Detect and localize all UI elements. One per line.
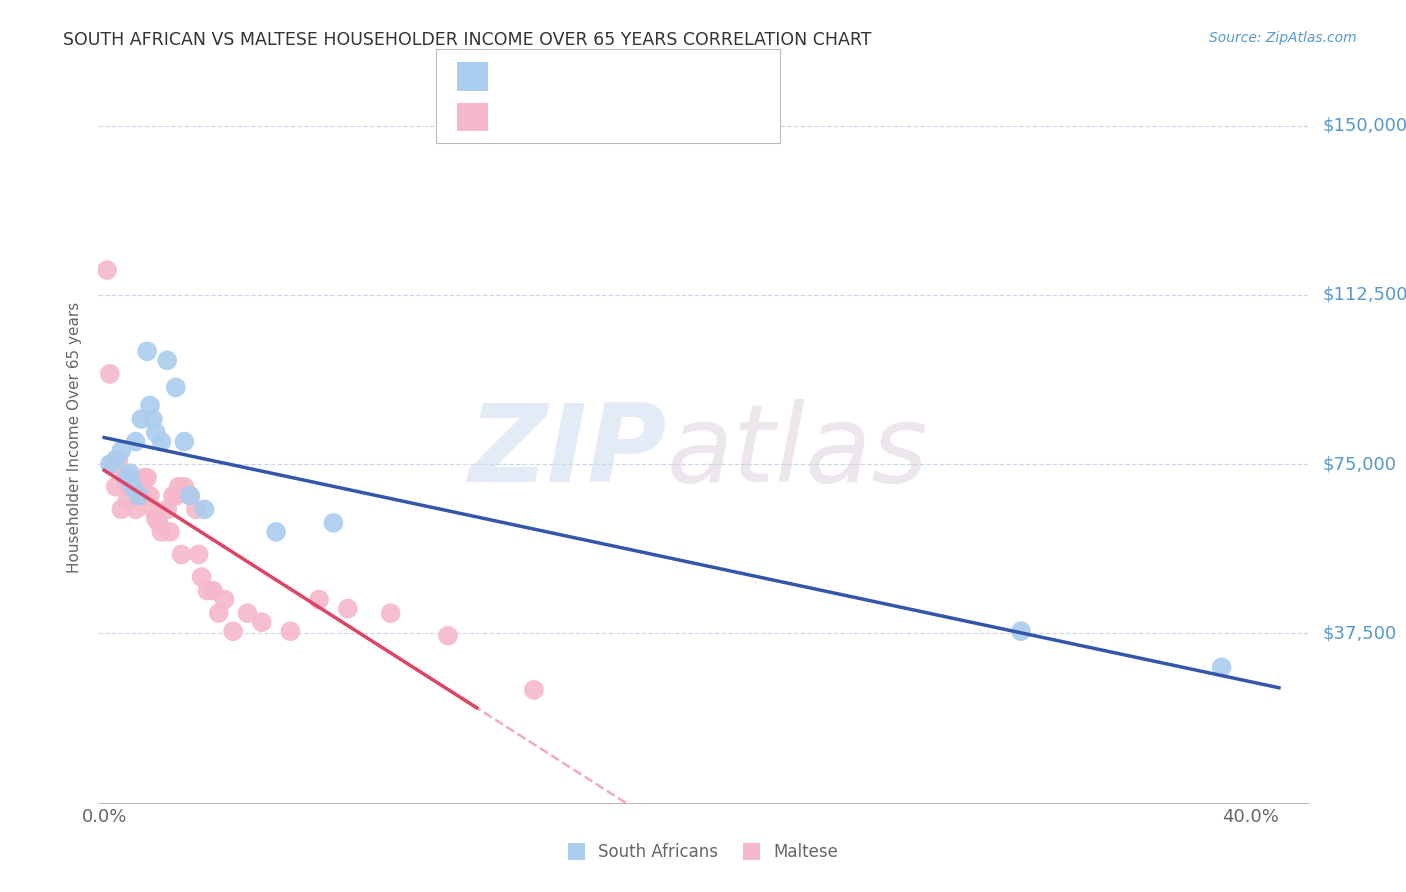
Point bbox=[110, 502, 132, 516]
Point bbox=[264, 524, 287, 539]
Point bbox=[96, 263, 118, 277]
Text: atlas: atlas bbox=[666, 400, 928, 504]
Point bbox=[98, 457, 121, 471]
Point bbox=[179, 489, 201, 503]
Text: $37,500: $37,500 bbox=[1322, 624, 1396, 642]
Point bbox=[156, 353, 179, 368]
Point bbox=[134, 471, 156, 485]
Text: N =: N = bbox=[595, 68, 647, 86]
Point bbox=[150, 524, 173, 539]
Text: ZIP: ZIP bbox=[468, 399, 666, 505]
Text: $75,000: $75,000 bbox=[1322, 455, 1396, 473]
Text: 44: 44 bbox=[640, 108, 662, 126]
Point bbox=[156, 502, 179, 516]
Point bbox=[139, 399, 162, 413]
Point bbox=[131, 489, 153, 503]
Point bbox=[131, 412, 153, 426]
Point bbox=[173, 434, 195, 449]
Point bbox=[145, 511, 167, 525]
Point bbox=[124, 434, 146, 449]
Point bbox=[142, 412, 165, 426]
Point bbox=[136, 471, 159, 485]
Point bbox=[336, 601, 359, 615]
Point bbox=[110, 443, 132, 458]
Legend: South Africans, Maltese: South Africans, Maltese bbox=[561, 836, 845, 868]
Point bbox=[115, 471, 138, 485]
Point bbox=[162, 489, 184, 503]
Point bbox=[195, 583, 218, 598]
Point bbox=[136, 344, 159, 359]
Point bbox=[173, 480, 195, 494]
Point bbox=[523, 682, 546, 697]
Point bbox=[98, 367, 121, 381]
Point bbox=[165, 380, 187, 394]
Point bbox=[380, 606, 402, 620]
Point bbox=[214, 592, 236, 607]
Point bbox=[128, 489, 150, 503]
Point bbox=[118, 480, 141, 494]
Point bbox=[187, 548, 209, 562]
Point bbox=[121, 480, 143, 494]
Point bbox=[170, 548, 193, 562]
Text: R =: R = bbox=[499, 108, 538, 126]
Point bbox=[179, 489, 201, 503]
Point bbox=[322, 516, 344, 530]
Point bbox=[165, 489, 187, 503]
Point bbox=[104, 452, 127, 467]
Point bbox=[107, 452, 129, 467]
Point bbox=[250, 615, 273, 630]
Point bbox=[101, 457, 124, 471]
Point bbox=[121, 480, 143, 494]
Point bbox=[124, 502, 146, 516]
Y-axis label: Householder Income Over 65 years: Householder Income Over 65 years bbox=[67, 301, 83, 573]
Point bbox=[159, 524, 181, 539]
Point bbox=[112, 471, 135, 485]
Point bbox=[148, 516, 170, 530]
Point bbox=[139, 489, 162, 503]
Point bbox=[1211, 660, 1233, 674]
Point bbox=[142, 502, 165, 516]
Text: $150,000: $150,000 bbox=[1322, 117, 1406, 135]
Point bbox=[104, 480, 127, 494]
Text: 23: 23 bbox=[640, 68, 662, 86]
Point bbox=[145, 425, 167, 440]
Point bbox=[193, 502, 215, 516]
Point bbox=[280, 624, 302, 639]
Point bbox=[222, 624, 245, 639]
Text: -0.099: -0.099 bbox=[541, 108, 599, 126]
Point bbox=[202, 583, 225, 598]
Point bbox=[190, 570, 212, 584]
Point bbox=[437, 629, 460, 643]
Text: Source: ZipAtlas.com: Source: ZipAtlas.com bbox=[1209, 31, 1357, 45]
Point bbox=[150, 434, 173, 449]
Text: -0.510: -0.510 bbox=[541, 68, 599, 86]
Point bbox=[118, 466, 141, 480]
Text: R =: R = bbox=[499, 68, 538, 86]
Text: $112,500: $112,500 bbox=[1322, 285, 1406, 304]
Point bbox=[208, 606, 231, 620]
Point bbox=[167, 480, 190, 494]
Point bbox=[1010, 624, 1032, 639]
Text: N =: N = bbox=[595, 108, 647, 126]
Point bbox=[115, 493, 138, 508]
Point bbox=[184, 502, 207, 516]
Point bbox=[128, 480, 150, 494]
Point bbox=[308, 592, 330, 607]
Text: SOUTH AFRICAN VS MALTESE HOUSEHOLDER INCOME OVER 65 YEARS CORRELATION CHART: SOUTH AFRICAN VS MALTESE HOUSEHOLDER INC… bbox=[63, 31, 872, 49]
Point bbox=[236, 606, 259, 620]
